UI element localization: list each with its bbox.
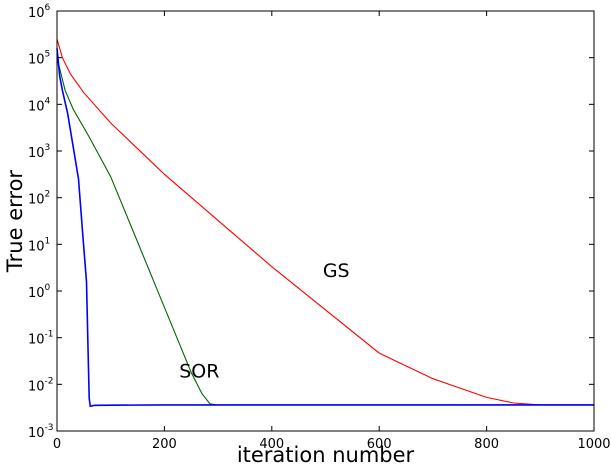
ticks-layer: 0 200 400 600 800 1000 106 105 104 103 102 101 100 10… (28, 3, 611, 452)
y-tick-label: 101 (28, 236, 50, 254)
series-layer (56, 38, 594, 408)
series-line-1 (56, 57, 594, 406)
x-tick-label: 1000 (577, 437, 610, 452)
y-tick-label: 10-2 (28, 376, 54, 394)
y-tick-label: 105 (28, 50, 50, 68)
y-tick-label: 100 (28, 283, 51, 301)
x-tick-label: 200 (152, 437, 177, 452)
plot-area: 0 200 400 600 800 1000 106 105 104 103 102 101 100 10… (28, 3, 611, 452)
plot-frame (56, 10, 595, 432)
y-axis-label: True error (3, 170, 27, 273)
y-tick-label: 106 (28, 3, 51, 21)
x-axis-label: iteration number (237, 443, 415, 467)
annotation-gs: GS (323, 260, 350, 282)
y-tick-label: 10-3 (28, 423, 54, 441)
x-tick-label: 800 (474, 437, 499, 452)
annotation-layer: GS SOR (179, 260, 349, 382)
series-line-2 (56, 48, 594, 408)
y-tick-label: 104 (28, 96, 51, 114)
x-tick-label: 400 (259, 437, 284, 452)
y-tick-label: 103 (28, 143, 50, 161)
y-tick-label: 10-1 (28, 330, 54, 348)
y-tick-label: 102 (28, 190, 50, 208)
x-tick-label: 600 (367, 437, 392, 452)
x-tick-label: 0 (53, 437, 61, 452)
series-line-0 (56, 38, 594, 406)
annotation-sor: SOR (179, 360, 219, 382)
